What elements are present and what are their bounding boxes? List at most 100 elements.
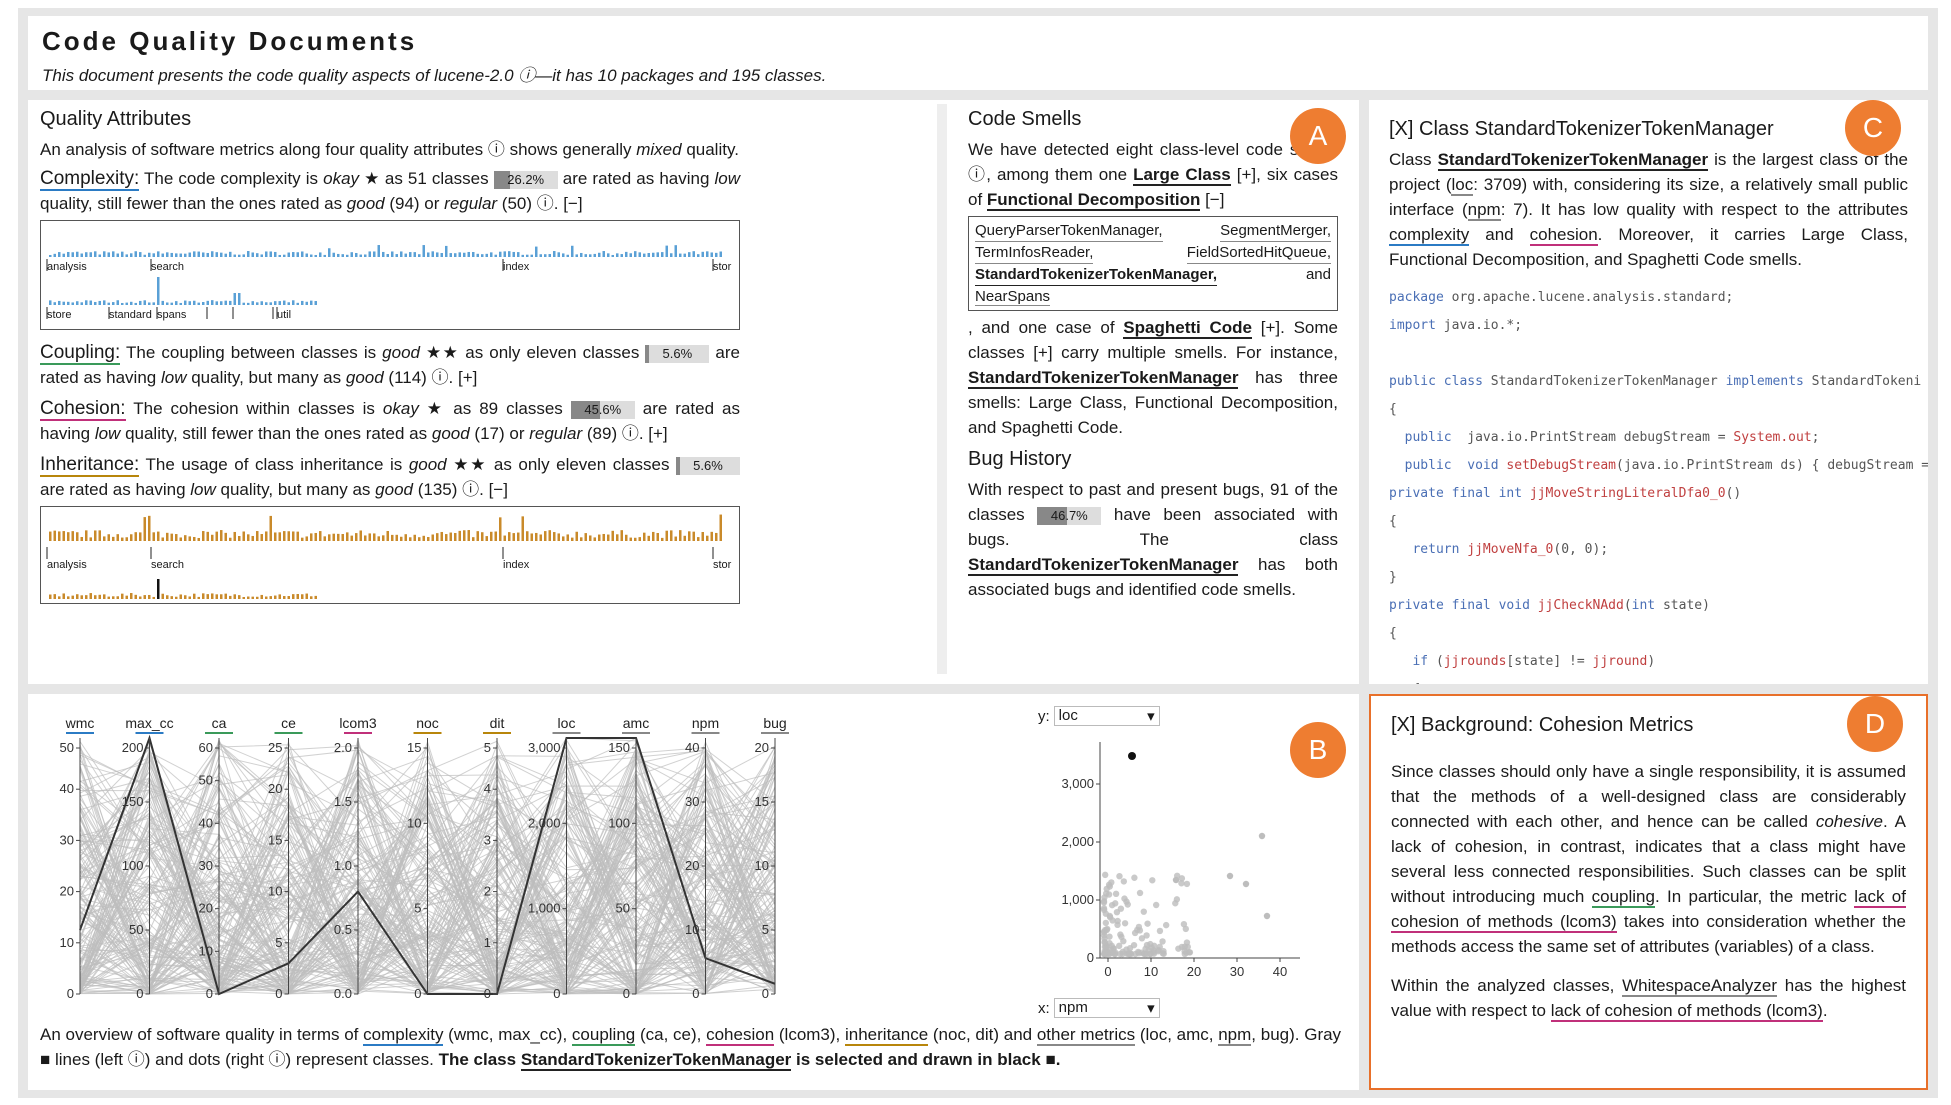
scatter-dot (1108, 901, 1116, 909)
spark-bar (112, 251, 115, 257)
scatter-dot (1143, 932, 1150, 939)
spark-bar (418, 254, 421, 257)
badge-a: A (1290, 108, 1346, 164)
spark-bar (301, 251, 304, 257)
x-axis-select[interactable]: npm ▾ (1053, 998, 1160, 1018)
functional-decomposition-link[interactable]: Functional Decomposition (986, 190, 1201, 211)
spark-bar (247, 251, 250, 257)
npm-link[interactable]: npm (1467, 200, 1501, 221)
spark-bar (472, 251, 475, 257)
spark-bar (715, 252, 718, 257)
page-title: Code Quality Documents (42, 26, 418, 56)
inheritance-toggle[interactable]: (135) ⓘ. [−] (412, 480, 508, 499)
smell-class-link[interactable]: TermInfosReader, (975, 242, 1094, 264)
spark-bar (323, 254, 326, 257)
axis-tick-label: 3 (484, 832, 491, 847)
scrollbar[interactable] (937, 104, 947, 674)
spark-bar (152, 596, 155, 599)
spark-bar (283, 531, 286, 541)
scatter-dot (1135, 923, 1143, 931)
spark-bar (76, 251, 79, 257)
spark-bar (643, 532, 646, 541)
smell-class-link-selected[interactable]: StandardTokenizerTokenManager, (975, 264, 1217, 286)
spark-bar (53, 253, 56, 257)
axis-tick-label: 15 (755, 794, 769, 809)
spark-bar (359, 254, 362, 257)
smell-class-link[interactable]: SegmentMerger, (1220, 220, 1331, 242)
complexity-link[interactable]: Complexity: (40, 168, 140, 191)
spark-bar (215, 594, 218, 599)
cohesion-link[interactable]: cohesion (1529, 225, 1598, 246)
source-code-view[interactable]: package org.apache.lucene.analysis.stand… (1389, 284, 1928, 684)
axis-label: npm (692, 715, 719, 731)
spark-bar (121, 537, 124, 541)
spark-bar (305, 593, 308, 599)
cohesion-link[interactable]: cohesion (706, 1025, 775, 1046)
coupling-toggle[interactable]: (114) ⓘ. [+] (383, 368, 478, 387)
coupling-link[interactable]: coupling (1591, 887, 1655, 908)
axis-label: max_cc (125, 715, 173, 731)
spark-bar (580, 252, 583, 257)
large-class-link[interactable]: Large Class (1133, 165, 1231, 186)
spark-bar (211, 300, 214, 305)
class-panel-title[interactable]: [X] Class StandardTokenizerTokenManager (1389, 118, 1774, 140)
smell-class-link[interactable]: QueryParserTokenManager, (975, 220, 1163, 242)
spark-bar (670, 530, 673, 541)
other-metrics-link[interactable]: other metrics (1036, 1025, 1136, 1046)
inheritance-link[interactable]: Inheritance: (40, 454, 140, 477)
spark-bar (202, 302, 205, 305)
npm-link[interactable]: npm (1218, 1025, 1252, 1046)
whitespace-analyzer-link[interactable]: WhitespaceAnalyzer (1622, 976, 1778, 997)
spark-bar (184, 300, 187, 305)
cohesion-link[interactable]: Cohesion: (40, 398, 126, 421)
axis-tick-label: 15 (407, 740, 421, 755)
spark-bar (494, 254, 497, 257)
bugs-pct-bar: 46.7% (1037, 506, 1102, 525)
spark-bar (395, 534, 398, 541)
cohesion-toggle[interactable]: (89) ⓘ. [+] (582, 424, 668, 443)
spark-bar (526, 531, 529, 541)
spark-bar (202, 593, 205, 599)
inheritance-link[interactable]: inheritance (845, 1025, 929, 1046)
scatter-dot (1138, 935, 1146, 942)
panel-class-detail: [X] Class StandardTokenizerTokenManager … (1369, 100, 1928, 684)
background-title[interactable]: [X] Background: Cohesion Metrics (1391, 714, 1694, 736)
spark-bar (503, 251, 506, 257)
complexity-link[interactable]: complexity (363, 1025, 444, 1046)
spark-bar (139, 252, 142, 257)
smell-class-link[interactable]: FieldSortedHitQueue, (1186, 242, 1331, 264)
spark-bar (94, 251, 97, 257)
selected-class-link[interactable]: StandardTokenizerTokenManager (968, 555, 1239, 576)
spark-bar (589, 535, 592, 541)
selected-class-link[interactable]: StandardTokenizerTokenManager (968, 368, 1239, 389)
lcom3-link[interactable]: lack of cohesion of methods (lcom3) (1550, 1001, 1823, 1022)
scatter-dot (1102, 910, 1110, 917)
coupling-link[interactable]: Coupling: (40, 342, 121, 365)
spark-bar (607, 534, 610, 541)
spark-bar (530, 254, 533, 257)
complexity-link[interactable]: complexity (1389, 225, 1470, 246)
scatter-dot (1102, 871, 1109, 879)
spark-bar (112, 596, 115, 599)
spark-bar (269, 515, 272, 541)
code-line: public class StandardTokenizerTokenManag… (1389, 374, 1922, 389)
loc-link[interactable]: loc (1451, 175, 1474, 196)
spark-bar (287, 302, 290, 305)
selected-class-link[interactable]: StandardTokenizerTokenManager (520, 1050, 792, 1071)
spark-bar (71, 531, 74, 541)
coupling-link[interactable]: coupling (571, 1025, 636, 1046)
spark-bar (58, 531, 61, 541)
spark-bar (161, 253, 164, 257)
smell-class-link[interactable]: NearSpans (975, 288, 1051, 306)
complexity-toggle[interactable]: (50) ⓘ. [−] (497, 194, 583, 213)
selected-class-link[interactable]: StandardTokenizerTokenManager (1437, 150, 1709, 171)
spark-bar (157, 579, 160, 599)
spaghetti-code-link[interactable]: Spaghetti Code (1123, 318, 1252, 339)
y-axis-select[interactable]: loc ▾ (1053, 706, 1160, 726)
spark-bar (503, 535, 506, 541)
lcom3-link[interactable]: lack of cohesion of methods (lcom3) (1391, 887, 1906, 933)
spark-bar (143, 595, 146, 599)
spark-bar (184, 595, 187, 599)
spark-bar (256, 302, 259, 305)
spark-bar (296, 302, 299, 305)
